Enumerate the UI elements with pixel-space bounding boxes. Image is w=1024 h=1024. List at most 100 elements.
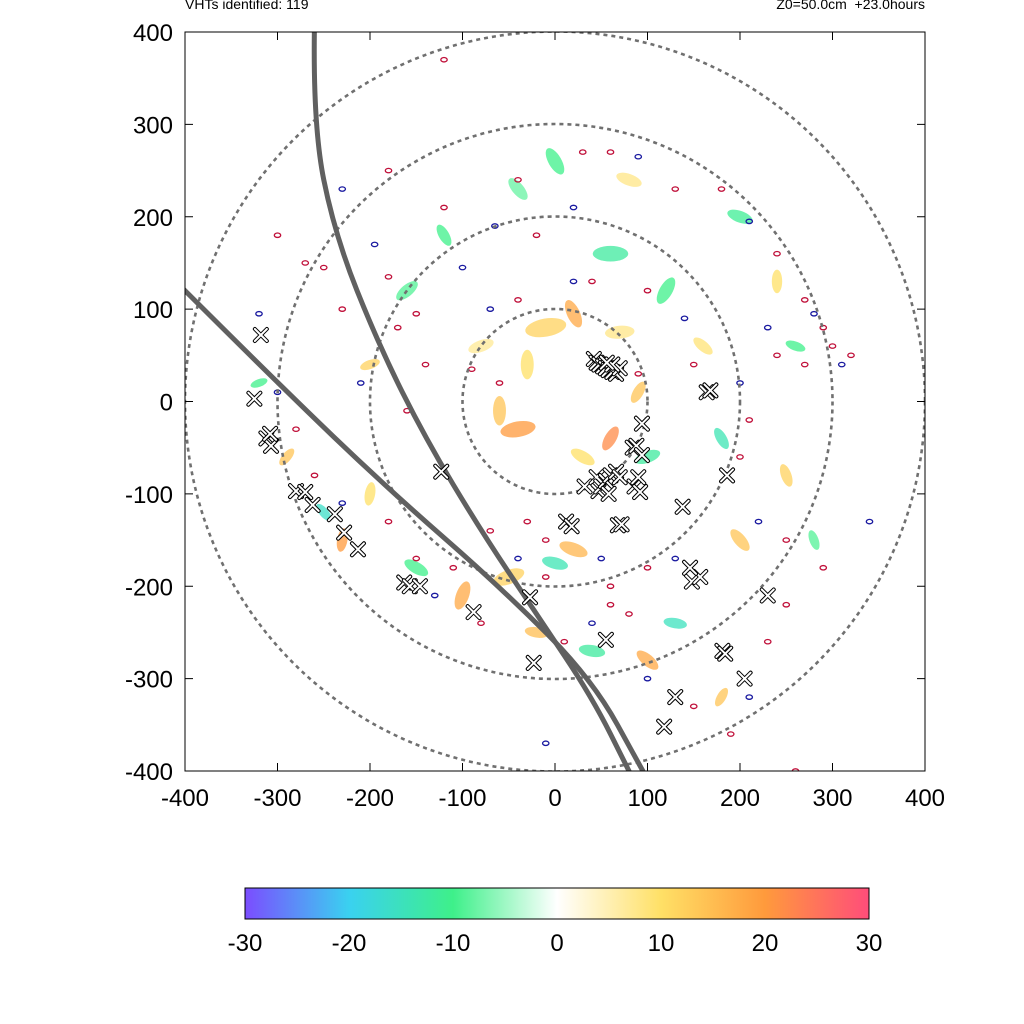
y-tick-label: 100 (133, 297, 173, 324)
vorticity-contour (523, 518, 532, 525)
field-blob (693, 337, 713, 355)
vorticity-contour (828, 343, 837, 349)
colorbar-tick-label: -10 (436, 930, 471, 957)
vorticity-contour (634, 370, 643, 377)
vht-marker-core (657, 719, 672, 734)
vorticity-contour (597, 555, 606, 562)
field-blob (360, 359, 380, 371)
vorticity-contour (412, 555, 421, 562)
vht-marker-core (737, 671, 752, 686)
vorticity-contour (495, 380, 504, 386)
x-tick-label: 300 (812, 785, 852, 812)
vht-marker-core (264, 438, 279, 453)
field-blob (559, 541, 588, 558)
vorticity-contour (458, 264, 467, 271)
vht-marker (667, 689, 684, 706)
vht-marker (433, 463, 450, 480)
field-blob (663, 617, 687, 629)
vorticity-contour (440, 56, 448, 63)
colorbar (244, 887, 870, 920)
colorbar-tick-label: 0 (550, 930, 563, 957)
x-tick-label: 400 (905, 785, 945, 812)
vht-marker (611, 469, 628, 486)
vht-marker (563, 518, 580, 535)
vht-marker-core (337, 525, 352, 540)
vht-marker-core (634, 416, 649, 431)
vht-marker (597, 631, 614, 648)
vht-marker (297, 484, 314, 501)
vorticity-contour (773, 250, 781, 257)
vht-marker-core (634, 448, 649, 463)
field-blob (730, 529, 750, 551)
vht-marker-core (599, 355, 614, 370)
field-blob (808, 530, 820, 550)
field-blob (525, 317, 567, 338)
vht-marker (633, 447, 650, 464)
field-blob (630, 381, 646, 403)
x-tick-label: 200 (720, 785, 760, 812)
vht-marker-core (298, 485, 313, 500)
field-blob (779, 464, 793, 487)
vht-marker-core (434, 464, 449, 479)
vorticity-contour (606, 601, 615, 608)
field-blob (493, 568, 525, 586)
field-blob (771, 269, 783, 294)
y-tick-label: -400 (125, 759, 173, 786)
vorticity-contour (782, 601, 791, 608)
vorticity-contour (847, 352, 855, 359)
vorticity-contour (560, 638, 569, 645)
vorticity-contour (671, 555, 680, 562)
vht-marker-core (683, 560, 698, 575)
track-line (311, 32, 632, 771)
y-tick-label: -300 (125, 667, 173, 694)
x-tick-label: -300 (253, 785, 301, 812)
range-ring (276, 122, 834, 681)
vht-marker-core (718, 646, 733, 661)
vht-marker (326, 506, 343, 523)
vht-marker-core (412, 579, 427, 594)
vorticity-contour (393, 324, 402, 331)
field-blob (602, 426, 619, 451)
vorticity-contour (449, 564, 458, 571)
vht-marker (598, 354, 615, 371)
y-tick-label: 200 (133, 205, 173, 232)
y-tick-label: -100 (125, 482, 173, 509)
vht-marker-core (760, 588, 775, 603)
field-blob (715, 687, 728, 707)
vht-marker-core (703, 383, 718, 398)
vorticity-contour (338, 500, 347, 506)
range-ring (461, 307, 649, 496)
vorticity-contour (745, 417, 754, 423)
x-tick-label: 0 (548, 785, 561, 812)
colorbar-tick-label: 20 (752, 930, 779, 957)
vht-marker (682, 559, 699, 576)
vht-marker-core (523, 590, 538, 605)
vorticity-field (250, 148, 820, 707)
vorticity-contour (338, 186, 347, 192)
vorticity-contour (726, 731, 735, 737)
vht-marker-core (684, 574, 699, 589)
vht-marker (613, 516, 630, 533)
vht-marker (736, 670, 753, 687)
vorticity-contour (819, 324, 828, 331)
vorticity-contour (532, 232, 541, 239)
field-blob (542, 556, 568, 570)
vorticity-contour (634, 153, 643, 160)
vht-marker (683, 573, 700, 590)
track-lines (185, 32, 646, 771)
vorticity-contour (680, 315, 689, 322)
colorbar-tick-label: -30 (228, 930, 263, 957)
vorticity-contour (569, 204, 578, 211)
vorticity-contour (370, 241, 379, 248)
field-blob (468, 338, 494, 354)
vorticity-contour (255, 310, 263, 317)
vht-marker (600, 485, 617, 502)
x-tick-label: -100 (438, 785, 486, 812)
field-blob (714, 427, 729, 450)
range-ring (368, 215, 742, 588)
vht-marker (246, 390, 263, 407)
vht-marker (628, 437, 645, 454)
vorticity-contour (643, 564, 652, 571)
vht-marker (522, 589, 539, 606)
axes: -400 -300 -200 -100 0 100 200 300 400 400 300 200 10… (125, 20, 945, 812)
